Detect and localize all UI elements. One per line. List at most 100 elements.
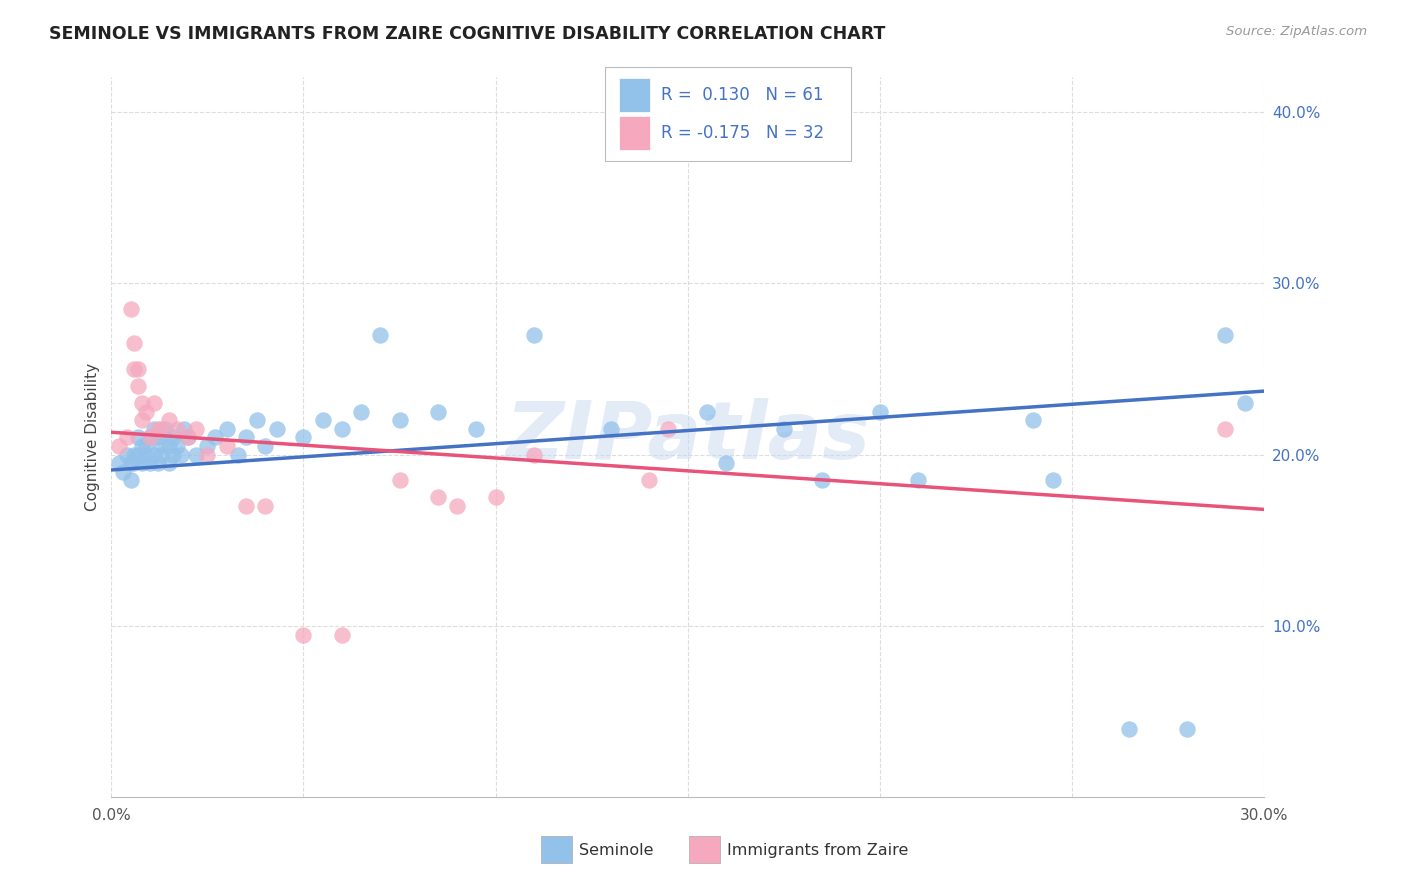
Point <box>714 456 737 470</box>
Point <box>599 422 621 436</box>
Point <box>254 439 277 453</box>
Point <box>150 422 173 436</box>
Point <box>772 422 794 436</box>
Text: Seminole: Seminole <box>579 843 654 857</box>
Point <box>638 473 661 487</box>
Point <box>142 396 165 410</box>
Point <box>426 405 449 419</box>
Point <box>246 413 269 427</box>
Point <box>523 448 546 462</box>
Point <box>350 405 373 419</box>
Point <box>150 448 173 462</box>
Point <box>131 456 153 470</box>
Point <box>124 448 146 462</box>
Point <box>135 448 157 462</box>
Point <box>184 422 207 436</box>
Point <box>1175 722 1198 736</box>
Point <box>184 448 207 462</box>
Point <box>146 430 169 444</box>
Point <box>368 327 391 342</box>
Point <box>907 473 929 487</box>
Point <box>135 439 157 453</box>
Point <box>330 627 353 641</box>
Point <box>124 336 146 351</box>
Point <box>150 439 173 453</box>
Point <box>124 361 146 376</box>
Point <box>166 422 188 436</box>
Point <box>115 448 138 462</box>
Point <box>1215 422 1237 436</box>
Text: ZIPatlas: ZIPatlas <box>505 399 870 476</box>
Point <box>1233 396 1256 410</box>
Point <box>162 430 184 444</box>
Point <box>139 430 162 444</box>
Point <box>484 491 506 505</box>
Text: SEMINOLE VS IMMIGRANTS FROM ZAIRE COGNITIVE DISABILITY CORRELATION CHART: SEMINOLE VS IMMIGRANTS FROM ZAIRE COGNIT… <box>49 25 886 43</box>
Point <box>254 499 277 513</box>
Point <box>1022 413 1045 427</box>
Point <box>869 405 891 419</box>
Point <box>197 448 219 462</box>
Point <box>388 413 411 427</box>
Point <box>146 456 169 470</box>
Point <box>226 448 249 462</box>
Point <box>446 499 468 513</box>
Point <box>131 413 153 427</box>
Point <box>204 430 226 444</box>
Point <box>127 448 149 462</box>
Point <box>266 422 288 436</box>
Point <box>330 422 353 436</box>
Point <box>215 422 238 436</box>
Point <box>169 448 191 462</box>
Y-axis label: Cognitive Disability: Cognitive Disability <box>86 363 100 511</box>
Point <box>142 448 165 462</box>
Text: Immigrants from Zaire: Immigrants from Zaire <box>727 843 908 857</box>
Point <box>139 430 162 444</box>
Point <box>157 413 180 427</box>
Point <box>131 439 153 453</box>
Point <box>1118 722 1140 736</box>
Point <box>108 456 131 470</box>
Point <box>120 301 142 316</box>
Point <box>166 439 188 453</box>
Point <box>142 422 165 436</box>
Point <box>388 473 411 487</box>
Point <box>235 499 257 513</box>
Point <box>139 456 162 470</box>
Point <box>124 456 146 470</box>
Text: Source: ZipAtlas.com: Source: ZipAtlas.com <box>1226 25 1367 38</box>
Point <box>135 405 157 419</box>
Point <box>292 430 315 444</box>
Point <box>292 627 315 641</box>
Point <box>153 422 176 436</box>
Point <box>312 413 335 427</box>
Point <box>131 396 153 410</box>
Point <box>157 456 180 470</box>
Point <box>111 465 134 479</box>
Point <box>127 361 149 376</box>
Point <box>108 439 131 453</box>
Text: R = -0.175   N = 32: R = -0.175 N = 32 <box>661 124 824 142</box>
Point <box>426 491 449 505</box>
Point <box>235 430 257 444</box>
Point <box>696 405 718 419</box>
Point <box>465 422 488 436</box>
Point <box>162 448 184 462</box>
Point <box>127 430 149 444</box>
Point <box>120 456 142 470</box>
Point <box>127 379 149 393</box>
Point <box>177 430 200 444</box>
Point <box>120 473 142 487</box>
Point <box>523 327 546 342</box>
Point <box>157 439 180 453</box>
Point <box>146 422 169 436</box>
Text: R =  0.130   N = 61: R = 0.130 N = 61 <box>661 86 824 103</box>
Point <box>1215 327 1237 342</box>
Point <box>657 422 679 436</box>
Point <box>1042 473 1064 487</box>
Point <box>215 439 238 453</box>
Point <box>197 439 219 453</box>
Point <box>115 430 138 444</box>
Point <box>173 422 195 436</box>
Point <box>811 473 834 487</box>
